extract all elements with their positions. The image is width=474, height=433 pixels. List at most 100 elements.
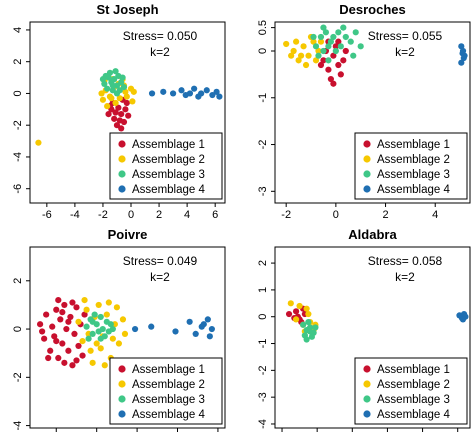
data-point-assemblage-3 (83, 323, 90, 330)
plot-frame (29, 246, 226, 429)
x-tick-label: -2 (281, 209, 291, 221)
data-point-assemblage-1 (59, 340, 66, 347)
data-point-assemblage-1 (325, 66, 332, 73)
data-point-assemblage-1 (292, 308, 300, 315)
data-point-assemblage-1 (49, 323, 56, 330)
data-point-assemblage-1 (285, 310, 293, 318)
legend-label: Assemblage 1 (377, 139, 450, 151)
data-point-assemblage-4 (458, 59, 465, 66)
data-point-assemblage-4 (216, 93, 223, 100)
data-point-assemblage-4 (204, 316, 211, 323)
legend-label: Assemblage 1 (132, 364, 205, 376)
data-point-assemblage-1 (112, 109, 119, 116)
legend-marker (118, 365, 126, 373)
data-point-assemblage-4 (461, 52, 468, 59)
panel-title: St Joseph (96, 2, 158, 17)
data-point-assemblage-3 (109, 87, 116, 94)
legend-label: Assemblage 3 (377, 169, 450, 181)
data-point-assemblage-2 (290, 47, 297, 55)
data-point-assemblage-1 (47, 347, 54, 354)
legend-marker (118, 380, 126, 388)
data-point-assemblage-3 (320, 24, 327, 31)
legend-marker (363, 185, 371, 193)
data-point-assemblage-1 (45, 354, 52, 362)
data-point-assemblage-4 (203, 87, 210, 94)
legend-label: Assemblage 1 (377, 364, 450, 376)
legend-box (354, 132, 468, 200)
data-point-assemblage-2 (112, 99, 119, 107)
data-point-assemblage-3 (350, 52, 357, 59)
data-point-assemblage-2 (105, 299, 112, 306)
data-point-assemblage-2 (79, 338, 86, 345)
data-point-assemblage-3 (107, 321, 114, 328)
stress-annotation: Stress= 0.058 (368, 254, 443, 268)
data-point-assemblage-3 (101, 80, 108, 88)
data-point-assemblage-4 (172, 328, 179, 335)
data-point-assemblage-2 (99, 96, 107, 103)
data-point-assemblage-3 (99, 325, 106, 333)
x-tick-label: 2 (382, 209, 388, 221)
data-point-assemblage-3 (312, 43, 320, 50)
data-point-assemblage-2 (119, 316, 127, 323)
x-tick-label: -6 (42, 209, 52, 221)
plot-frame (274, 21, 471, 204)
data-point-assemblage-3 (104, 85, 111, 92)
data-point-assemblage-1 (39, 328, 46, 335)
data-point-assemblage-2 (283, 40, 290, 48)
data-point-assemblage-1 (118, 110, 125, 118)
data-point-assemblage-3 (89, 318, 96, 325)
data-point-assemblage-2 (303, 305, 310, 312)
data-point-assemblage-1 (57, 316, 64, 323)
legend-label: Assemblage 2 (132, 379, 205, 391)
data-point-assemblage-1 (69, 362, 76, 369)
data-point-assemblage-3 (111, 76, 118, 83)
legend: Assemblage 1 Assemblage 2 Assemblage 3 Asse… (109, 132, 223, 200)
y-tick-label: -4 (12, 152, 24, 162)
legend-box (109, 132, 223, 200)
data-point-assemblage-2 (115, 340, 123, 347)
data-point-assemblage-2 (305, 52, 312, 59)
legend-label: Assemblage 4 (132, 409, 205, 421)
data-point-assemblage-2 (75, 318, 82, 325)
data-point-assemblage-3 (118, 79, 125, 86)
data-point-assemblage-2 (116, 95, 123, 102)
data-point-assemblage-3 (109, 325, 116, 333)
legend: Assemblage 1 Assemblage 2 Assemblage 3 Asse… (354, 357, 468, 425)
data-point-assemblage-1 (69, 299, 76, 306)
y-tick-label: -3 (257, 392, 269, 402)
legend-marker (118, 140, 126, 148)
legend-marker (363, 140, 371, 148)
y-tick-label: -1 (257, 339, 269, 349)
data-point-assemblage-3 (307, 328, 314, 335)
data-point-assemblage-4 (208, 325, 215, 333)
data-point-assemblage-1 (51, 333, 58, 340)
x-tick-label: -2 (98, 209, 108, 221)
data-point-assemblage-1 (41, 335, 48, 342)
data-point-assemblage-1 (55, 354, 62, 362)
y-tick-label: 0 (257, 314, 269, 320)
data-point-assemblage-1 (118, 125, 125, 132)
data-point-assemblage-4 (160, 88, 167, 95)
data-point-assemblage-2 (300, 43, 307, 50)
data-point-assemblage-3 (305, 318, 312, 326)
legend-label: Assemblage 2 (132, 154, 205, 166)
data-point-assemblage-3 (99, 76, 107, 83)
x-tick-label: 4 (184, 209, 190, 221)
data-point-assemblage-3 (352, 29, 359, 36)
panel-st-joseph: St Joseph -6 -4 -2 0 2 4 6 -6 -4 -2 0 2 4 Stress= 0.05… (12, 2, 226, 221)
data-point-assemblage-2 (98, 90, 105, 97)
y-tick-label: -2 (12, 372, 24, 382)
data-point-assemblage-3 (113, 90, 121, 97)
data-point-assemblage-1 (53, 306, 60, 313)
data-point-assemblage-1 (335, 61, 342, 69)
stress-annotation: Stress= 0.050 (123, 29, 198, 43)
data-point-assemblage-2 (296, 302, 303, 310)
data-point-assemblage-1 (330, 52, 337, 59)
data-point-assemblage-2 (123, 93, 130, 100)
panel-title: Aldabra (348, 227, 397, 242)
data-point-assemblage-1 (320, 57, 327, 64)
data-point-assemblage-3 (327, 38, 334, 45)
data-point-assemblage-1 (327, 75, 334, 83)
data-point-assemblage-1 (43, 311, 50, 318)
